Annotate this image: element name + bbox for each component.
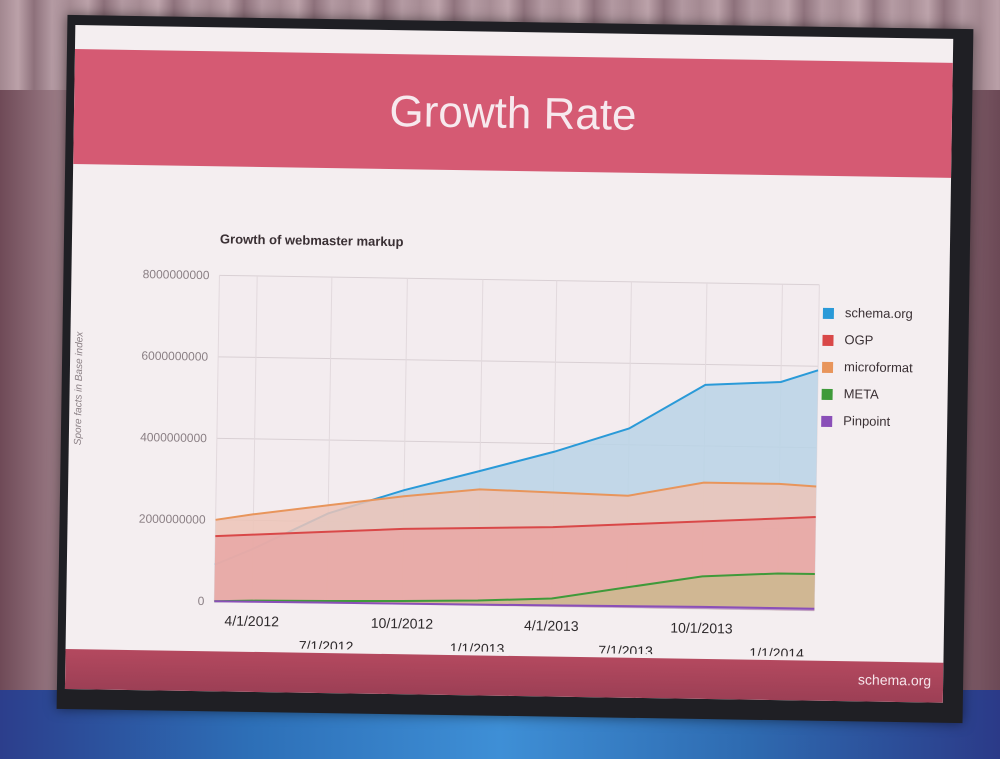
y-gridline — [218, 356, 819, 367]
legend-swatch — [822, 334, 834, 346]
legend-swatch — [821, 388, 833, 400]
series-line-pinpoint — [214, 600, 815, 610]
legend-label: schema.org — [844, 305, 913, 322]
x-tick-label: 1/1/2014 — [749, 645, 804, 659]
footer-brand: schema.org — [857, 671, 932, 689]
series-line-ogp — [215, 516, 816, 538]
x-tick-label: 10/1/2012 — [371, 615, 434, 632]
x-tick-label: 4/1/2012 — [224, 612, 279, 629]
legend-label: OGP — [844, 332, 874, 348]
area-chart: 0 2000000000 4000000000 6000000000 800000000… — [139, 267, 820, 659]
x-tick-label: 7/1/2013 — [598, 642, 653, 658]
y-tick-label: 2000000000 — [139, 512, 206, 527]
legend-label: META — [843, 386, 879, 402]
presentation-slide: Growth Rate Growth of webmaster markup S… — [64, 25, 954, 703]
y-tick-label: 8000000000 — [143, 267, 210, 282]
legend-label: microformat — [843, 359, 913, 376]
projection-screen: Growth Rate Growth of webmaster markup S… — [56, 14, 974, 724]
x-tick-label: 10/1/2013 — [670, 619, 733, 636]
legend-swatch — [822, 307, 834, 320]
legend-swatch — [821, 361, 834, 373]
y-tick-label: 4000000000 — [140, 430, 207, 445]
y-gridline — [219, 274, 820, 286]
series-line-meta — [214, 572, 815, 603]
y-tick-label: 6000000000 — [141, 349, 208, 364]
x-tick-label: 4/1/2013 — [524, 617, 579, 634]
y-tick-label: 0 — [198, 594, 205, 608]
legend-label: Pinpoint — [843, 413, 891, 429]
series-line-microformat — [215, 481, 817, 521]
legend-swatch — [821, 415, 833, 427]
footer-band — [64, 648, 944, 703]
